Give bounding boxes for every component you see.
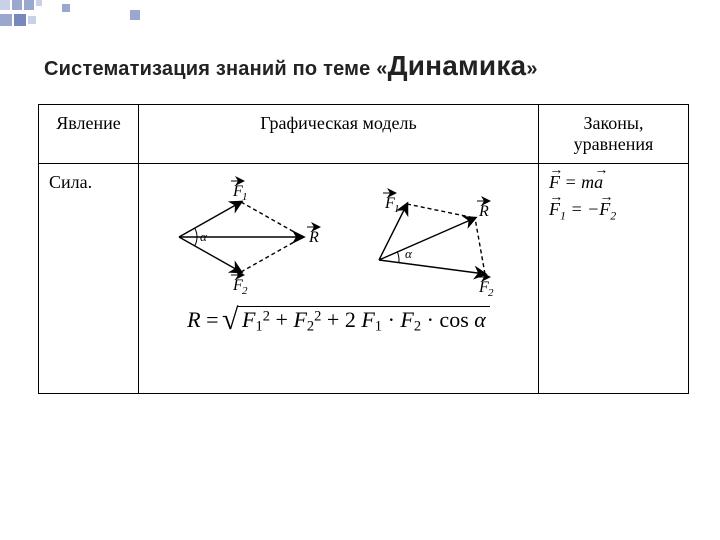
table-row: Сила. αF1F2RαF1F2R R = √ F12 + F	[39, 164, 689, 394]
svg-text:R: R	[478, 203, 489, 220]
alpha: α	[474, 307, 486, 332]
force-diagram-svg: αF1F2RαF1F2R	[149, 172, 529, 302]
svg-text:2: 2	[488, 287, 494, 299]
title-prefix: Систематизация знаний по теме «	[44, 58, 388, 80]
title-suffix: »	[526, 58, 537, 80]
corner-decoration	[0, 0, 170, 30]
cell-model: αF1F2RαF1F2R R = √ F12 + F22 + 2	[139, 164, 539, 394]
sub-1b: 1	[375, 319, 382, 335]
svg-text:α: α	[200, 229, 208, 244]
vec-F1: F	[549, 199, 560, 220]
term-F2b: F	[400, 307, 413, 332]
vec-F2: F	[599, 199, 610, 220]
formula-eq: =	[206, 307, 218, 332]
eq1-mid: = m	[560, 172, 594, 192]
formula-lhs: R	[187, 307, 200, 332]
svg-text:R: R	[308, 229, 319, 246]
eq2-mid: = −	[566, 199, 599, 219]
svg-text:2: 2	[242, 285, 248, 297]
resultant-formula: R = √ F12 + F22 + 2 F1 · F2	[149, 302, 528, 336]
sqrt-symbol: √	[222, 303, 238, 336]
term-F1b: F	[361, 307, 374, 332]
header-laws: Законы, уравнения	[539, 105, 689, 164]
sup-2: 2	[263, 308, 270, 324]
sqrt-expression: √ F12 + F22 + 2 F1 · F2 · cos α	[224, 306, 490, 336]
dot-1: ·	[388, 307, 395, 332]
sub-2b: 2	[414, 319, 421, 335]
plus-2: + 2	[327, 307, 356, 332]
sup-2b: 2	[314, 308, 321, 324]
term-F2: F	[293, 307, 306, 332]
plus-1: +	[276, 307, 288, 332]
sub-1: 1	[255, 319, 262, 335]
svg-text:1: 1	[394, 203, 400, 215]
term-F1: F	[242, 307, 255, 332]
title-emphasis: Динамика	[388, 50, 527, 81]
dynamics-table: Явление Графическая модель Законы, уравн…	[38, 104, 689, 394]
header-model: Графическая модель	[139, 105, 539, 164]
page-content: Систематизация знаний по теме «Динамика»…	[0, 0, 720, 394]
svg-text:α: α	[405, 246, 413, 261]
newton-third-law: F1 = −F2	[549, 199, 678, 224]
law-sub-2: 2	[610, 209, 616, 223]
table-header-row: Явление Графическая модель Законы, уравн…	[39, 105, 689, 164]
vector-diagrams: αF1F2RαF1F2R	[149, 172, 528, 302]
header-phenomenon: Явление	[39, 105, 139, 164]
dot-cos: · cos	[427, 307, 469, 332]
svg-text:1: 1	[242, 191, 248, 203]
cell-phenomenon: Сила.	[39, 164, 139, 394]
page-title: Систематизация знаний по теме «Динамика»	[44, 50, 682, 82]
cell-laws: F = ma F1 = −F2	[539, 164, 689, 394]
radicand: F12 + F22 + 2 F1 · F2 · cos α	[238, 306, 490, 336]
